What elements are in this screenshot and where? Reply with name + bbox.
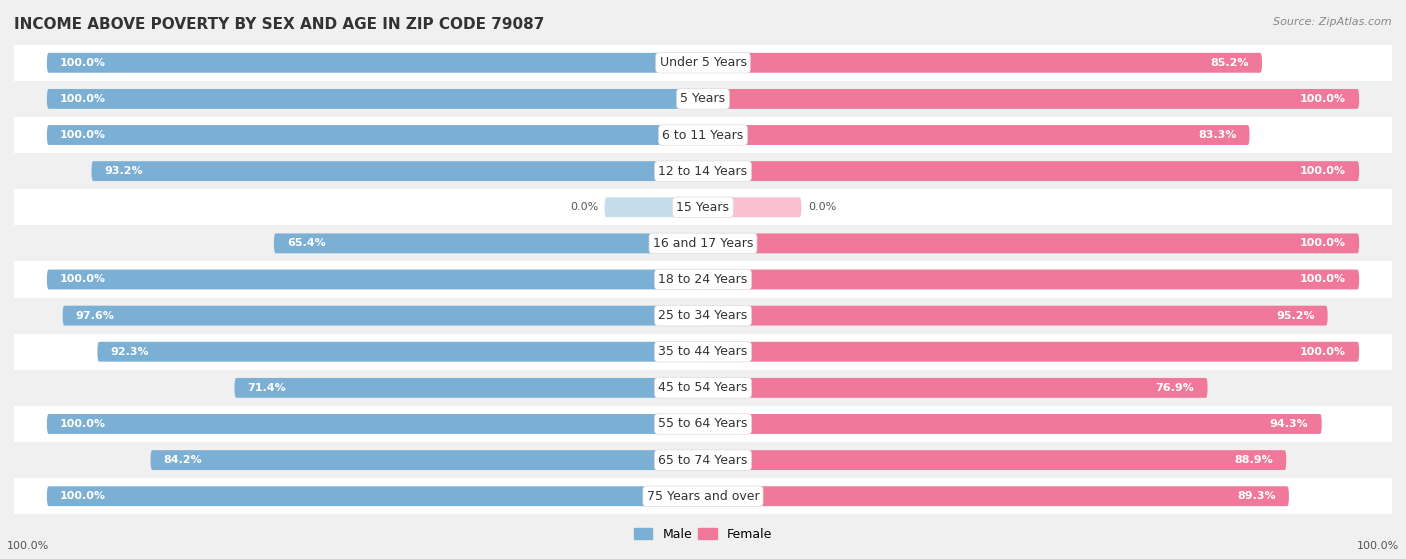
Text: 16 and 17 Years: 16 and 17 Years [652, 237, 754, 250]
Text: 100.0%: 100.0% [1301, 274, 1346, 285]
Bar [14, 81, 1392, 117]
FancyBboxPatch shape [235, 378, 703, 398]
Bar [14, 153, 1392, 189]
Text: 65.4%: 65.4% [287, 238, 326, 248]
Text: 100.0%: 100.0% [1301, 347, 1346, 357]
FancyBboxPatch shape [703, 450, 1286, 470]
FancyBboxPatch shape [46, 486, 703, 506]
Text: 0.0%: 0.0% [569, 202, 598, 212]
Text: 93.2%: 93.2% [104, 166, 143, 176]
Text: 71.4%: 71.4% [247, 383, 287, 393]
Text: Under 5 Years: Under 5 Years [659, 56, 747, 69]
Bar [14, 334, 1392, 370]
Text: 55 to 64 Years: 55 to 64 Years [658, 418, 748, 430]
Text: 35 to 44 Years: 35 to 44 Years [658, 345, 748, 358]
Text: 92.3%: 92.3% [111, 347, 149, 357]
Text: 100.0%: 100.0% [1301, 238, 1346, 248]
Text: 84.2%: 84.2% [163, 455, 202, 465]
FancyBboxPatch shape [91, 161, 703, 181]
Text: 100.0%: 100.0% [60, 94, 105, 104]
Text: 83.3%: 83.3% [1198, 130, 1236, 140]
Text: 89.3%: 89.3% [1237, 491, 1275, 501]
Bar [14, 262, 1392, 297]
FancyBboxPatch shape [703, 414, 1322, 434]
Text: 65 to 74 Years: 65 to 74 Years [658, 453, 748, 467]
Text: 12 to 14 Years: 12 to 14 Years [658, 165, 748, 178]
FancyBboxPatch shape [46, 269, 703, 290]
Text: 45 to 54 Years: 45 to 54 Years [658, 381, 748, 394]
FancyBboxPatch shape [63, 306, 703, 325]
Text: Source: ZipAtlas.com: Source: ZipAtlas.com [1274, 17, 1392, 27]
FancyBboxPatch shape [703, 342, 1360, 362]
Text: 100.0%: 100.0% [60, 491, 105, 501]
Text: 100.0%: 100.0% [60, 58, 105, 68]
Text: 5 Years: 5 Years [681, 92, 725, 106]
Text: 94.3%: 94.3% [1270, 419, 1309, 429]
Text: 6 to 11 Years: 6 to 11 Years [662, 129, 744, 141]
Bar [14, 370, 1392, 406]
FancyBboxPatch shape [703, 53, 1263, 73]
FancyBboxPatch shape [97, 342, 703, 362]
Text: 85.2%: 85.2% [1211, 58, 1249, 68]
FancyBboxPatch shape [274, 234, 703, 253]
Text: 75 Years and over: 75 Years and over [647, 490, 759, 503]
Text: 95.2%: 95.2% [1275, 311, 1315, 321]
FancyBboxPatch shape [703, 161, 1360, 181]
Legend: Male, Female: Male, Female [628, 523, 778, 546]
Text: 100.0%: 100.0% [1301, 94, 1346, 104]
Bar [14, 406, 1392, 442]
Text: 76.9%: 76.9% [1156, 383, 1195, 393]
Text: 0.0%: 0.0% [808, 202, 837, 212]
Text: 25 to 34 Years: 25 to 34 Years [658, 309, 748, 322]
Text: 100.0%: 100.0% [1301, 166, 1346, 176]
FancyBboxPatch shape [703, 269, 1360, 290]
FancyBboxPatch shape [703, 197, 801, 217]
Text: 97.6%: 97.6% [76, 311, 115, 321]
FancyBboxPatch shape [703, 306, 1327, 325]
Bar [14, 478, 1392, 514]
Text: 100.0%: 100.0% [1357, 541, 1399, 551]
FancyBboxPatch shape [605, 197, 703, 217]
Bar [14, 117, 1392, 153]
Text: 88.9%: 88.9% [1234, 455, 1274, 465]
Text: 15 Years: 15 Years [676, 201, 730, 214]
Text: 100.0%: 100.0% [7, 541, 49, 551]
Bar [14, 442, 1392, 478]
FancyBboxPatch shape [46, 125, 703, 145]
Bar [14, 45, 1392, 81]
FancyBboxPatch shape [703, 125, 1250, 145]
FancyBboxPatch shape [46, 89, 703, 109]
FancyBboxPatch shape [703, 486, 1289, 506]
Text: 100.0%: 100.0% [60, 130, 105, 140]
FancyBboxPatch shape [703, 89, 1360, 109]
Text: 100.0%: 100.0% [60, 419, 105, 429]
Text: 18 to 24 Years: 18 to 24 Years [658, 273, 748, 286]
Bar [14, 225, 1392, 262]
FancyBboxPatch shape [150, 450, 703, 470]
FancyBboxPatch shape [46, 53, 703, 73]
FancyBboxPatch shape [703, 378, 1208, 398]
Bar [14, 297, 1392, 334]
Bar [14, 189, 1392, 225]
FancyBboxPatch shape [703, 234, 1360, 253]
Text: INCOME ABOVE POVERTY BY SEX AND AGE IN ZIP CODE 79087: INCOME ABOVE POVERTY BY SEX AND AGE IN Z… [14, 17, 544, 32]
Text: 100.0%: 100.0% [60, 274, 105, 285]
FancyBboxPatch shape [46, 414, 703, 434]
